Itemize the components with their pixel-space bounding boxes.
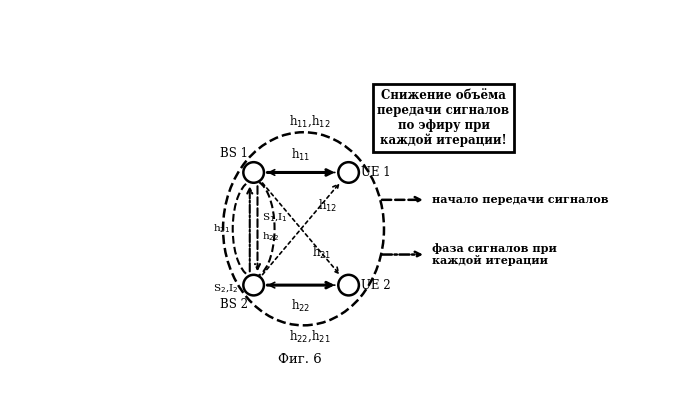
Text: h$_{22}$: h$_{22}$ <box>291 298 311 314</box>
Text: начало передачи сигналов: начало передачи сигналов <box>432 194 609 205</box>
Circle shape <box>243 162 264 183</box>
Circle shape <box>243 275 264 296</box>
Text: h$_{21}$: h$_{21}$ <box>213 222 231 235</box>
Text: UE 2: UE 2 <box>361 279 391 292</box>
Text: h$_{22}$: h$_{22}$ <box>261 230 279 243</box>
Text: S$_1$,I$_1$: S$_1$,I$_1$ <box>261 211 287 224</box>
Text: Снижение объёма
передачи сигналов
по эфиру при
каждой итерации!: Снижение объёма передачи сигналов по эфи… <box>377 89 510 148</box>
Text: BS 1: BS 1 <box>220 147 248 160</box>
Text: h$_{11}$: h$_{11}$ <box>291 147 311 163</box>
Circle shape <box>338 162 359 183</box>
Text: фаза сигналов при
каждой итерации: фаза сигналов при каждой итерации <box>432 242 557 266</box>
Circle shape <box>338 275 359 296</box>
Text: h$_{12}$: h$_{12}$ <box>318 198 338 214</box>
Text: h$_{22}$,h$_{21}$: h$_{22}$,h$_{21}$ <box>289 329 331 344</box>
Text: h$_{21}$: h$_{21}$ <box>312 245 331 261</box>
Text: BS 2: BS 2 <box>220 298 248 311</box>
Text: h$_{11}$,h$_{12}$: h$_{11}$,h$_{12}$ <box>289 114 331 129</box>
Text: Фиг. 6: Фиг. 6 <box>278 353 322 366</box>
Text: UE 1: UE 1 <box>361 166 391 179</box>
Text: S$_2$,I$_2$: S$_2$,I$_2$ <box>213 282 239 295</box>
